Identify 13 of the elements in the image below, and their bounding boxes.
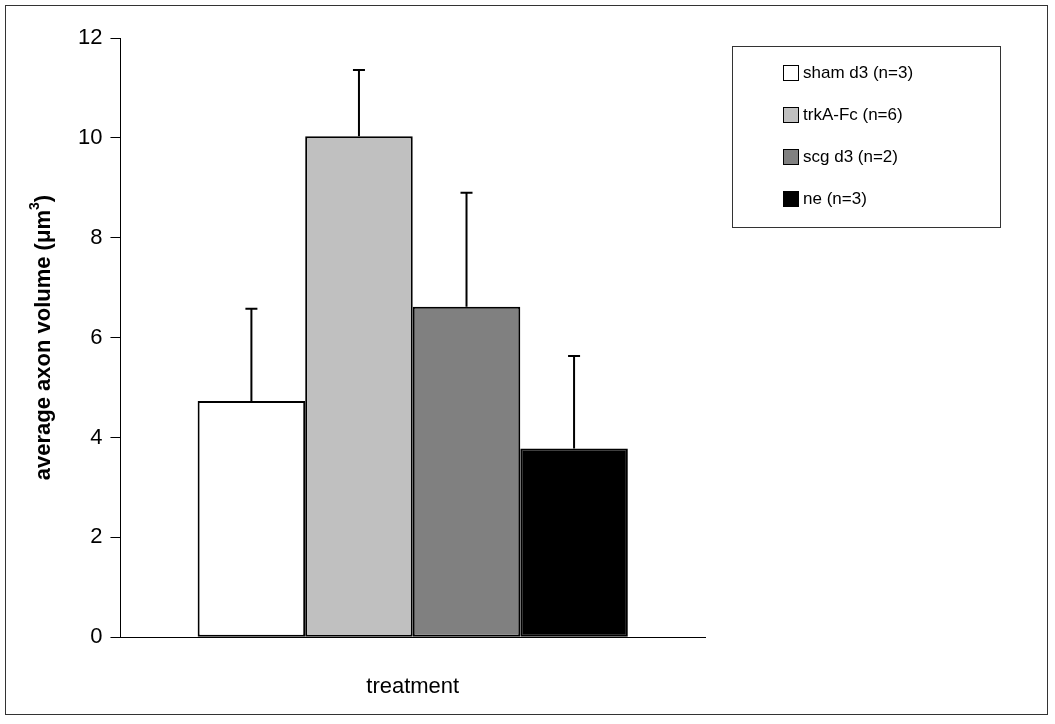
y-tick-label: 2 [90, 523, 103, 549]
y-tick-label: 10 [77, 123, 103, 149]
x-axis-title: treatment [366, 672, 460, 698]
y-axis-title: average axon volume (μm3) [25, 194, 56, 481]
y-tick-label: 4 [90, 423, 103, 449]
legend-label: scg d3 (n=2) [803, 147, 898, 167]
legend-label: trkA-Fc (n=6) [803, 105, 903, 125]
legend-label: ne (n=3) [803, 189, 867, 209]
y-tick-label: 8 [90, 223, 103, 249]
y-tick-label: 12 [77, 24, 103, 50]
y-tick-label: 0 [90, 623, 103, 649]
y-tick-label: 6 [90, 323, 103, 349]
legend-label: sham d3 (n=3) [803, 63, 914, 83]
